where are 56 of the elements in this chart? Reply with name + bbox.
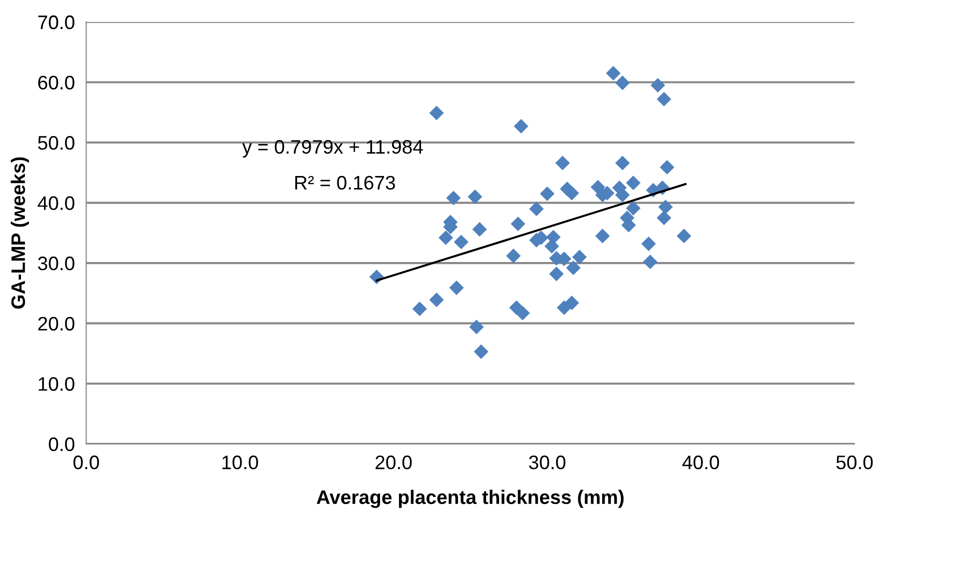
point: [564, 296, 580, 310]
y-tick-label: 20.0: [38, 316, 74, 331]
point: [515, 306, 530, 320]
point: [429, 106, 444, 120]
point: [469, 320, 484, 334]
point: [555, 156, 570, 170]
point: [510, 216, 526, 232]
y-tick-label: 70.0: [38, 15, 74, 30]
point: [438, 230, 454, 246]
y-tick-label: 30.0: [38, 256, 74, 270]
point: [626, 176, 641, 190]
x-tick-label: 20.0: [376, 456, 412, 470]
point: [468, 189, 482, 204]
point: [472, 222, 487, 237]
point: [549, 266, 564, 282]
point: [446, 190, 461, 206]
point: [660, 160, 674, 175]
point: [641, 236, 656, 252]
point: [650, 78, 666, 93]
x-tick-label: 0.0: [73, 456, 99, 470]
point: [676, 228, 692, 244]
point: [429, 292, 444, 308]
point: [642, 254, 658, 270]
point: [566, 260, 581, 276]
point: [474, 344, 488, 359]
x-tick-label: 10.0: [222, 456, 258, 470]
x-tick-label: 30.0: [529, 456, 566, 470]
point: [656, 92, 672, 106]
y-tick-label: 40.0: [38, 196, 74, 210]
point: [606, 66, 621, 80]
x-tick-label: 40.0: [682, 456, 720, 470]
x-axis-title: Average placenta thickness (mm): [316, 490, 624, 508]
point: [546, 230, 561, 244]
point: [454, 234, 468, 250]
point: [656, 210, 672, 226]
point: [449, 280, 464, 296]
point: [595, 228, 610, 244]
point: [506, 248, 521, 264]
y-tick-label: 60.0: [38, 76, 74, 90]
annotation: R² = 0.1673: [295, 176, 395, 190]
point: [514, 118, 528, 134]
point: [412, 302, 427, 316]
point: [572, 250, 587, 264]
point: [529, 202, 544, 216]
x-tick-label: 50.0: [836, 456, 873, 470]
point: [615, 76, 630, 90]
y-tick-label: 50.0: [38, 136, 74, 150]
y-axis-title: GA-LMP (weeks): [10, 157, 29, 309]
y-tick-label: 0.0: [48, 437, 74, 452]
point: [540, 186, 554, 202]
y-tick-label: 10.0: [38, 377, 74, 391]
point: [658, 200, 673, 214]
point: [626, 200, 641, 216]
point: [615, 188, 630, 202]
point: [615, 156, 630, 170]
annotation: y = 0.7979x + 11.984: [242, 140, 423, 158]
